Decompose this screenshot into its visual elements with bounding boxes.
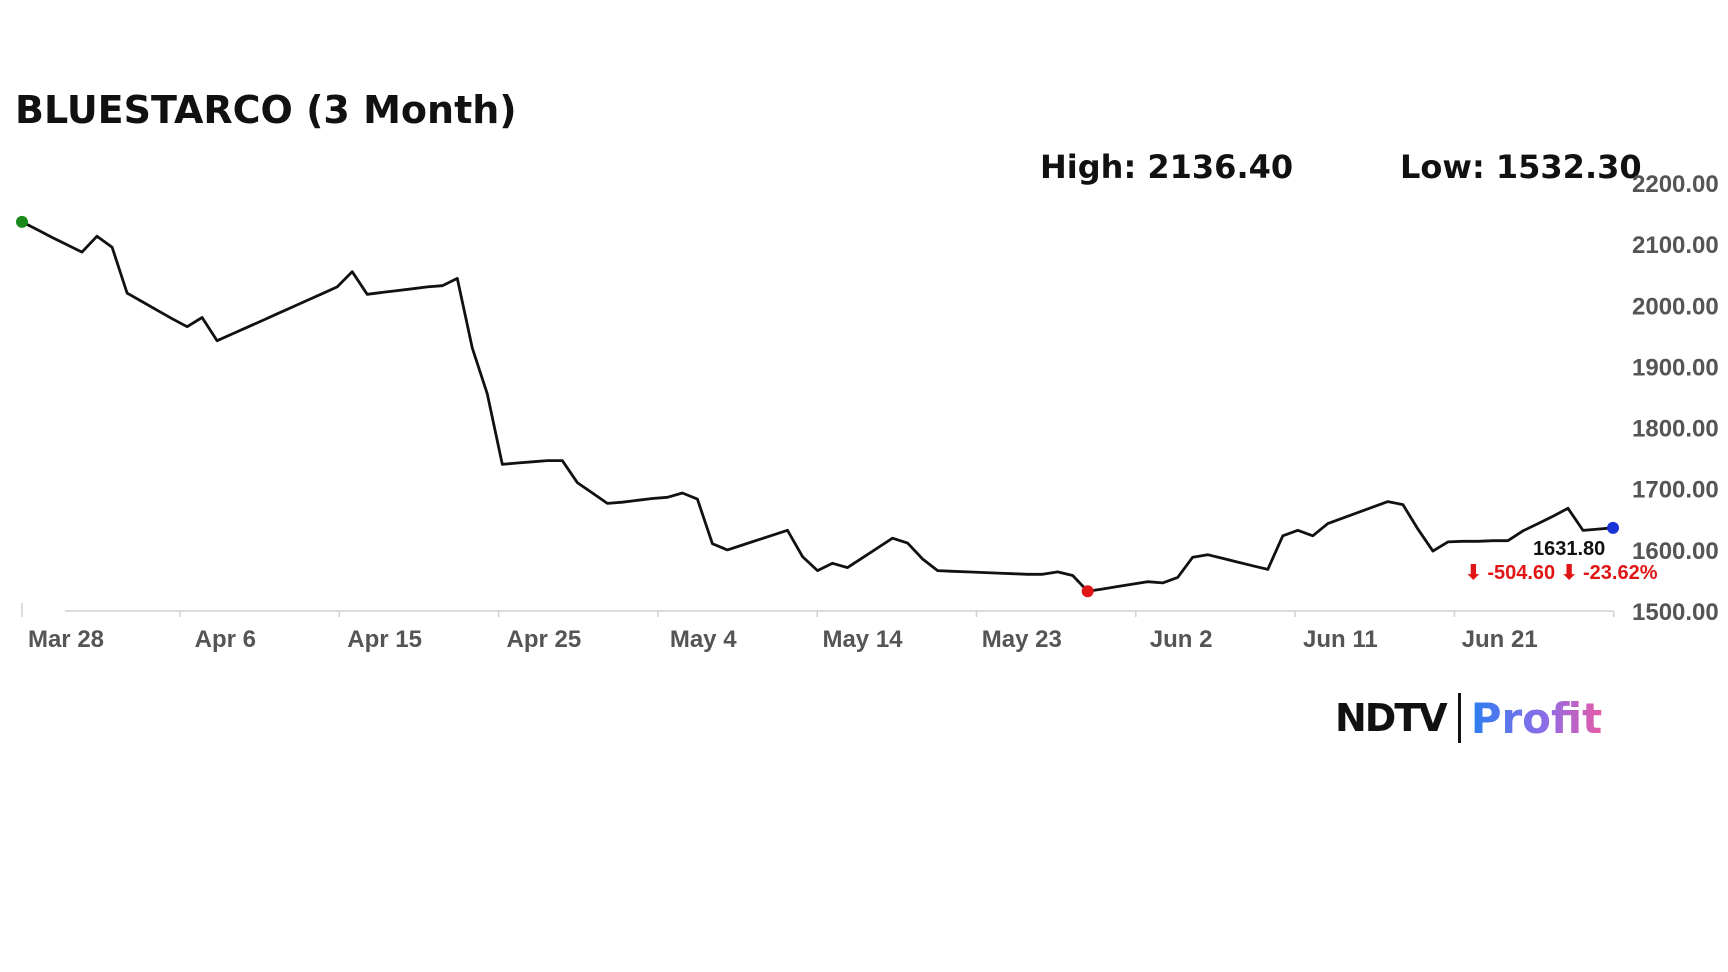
last-point-marker — [1607, 521, 1619, 534]
x-tick-label: Jun 21 — [1462, 626, 1538, 653]
x-tick-label: Jun 2 — [1150, 626, 1213, 653]
price-chart: 2200.00 2100.00 2000.00 1900.00 1800.00 1700.… — [16, 171, 1719, 653]
logo-product: Profit — [1470, 693, 1603, 743]
x-tick-label: Apr 15 — [347, 626, 422, 653]
start-point-marker — [16, 215, 28, 228]
y-tick-label: 1800.00 — [1632, 416, 1719, 443]
y-tick-label: 1700.00 — [1632, 477, 1719, 504]
y-tick-label: 2000.00 — [1632, 293, 1719, 320]
price-line — [21, 220, 1614, 593]
x-tick-label: May 14 — [822, 626, 903, 653]
x-tick-label: Apr 6 — [195, 626, 256, 653]
low-point-marker — [1081, 585, 1094, 598]
y-tick-label: 1900.00 — [1632, 354, 1719, 381]
y-axis-ticks: 2200.00 2100.00 2000.00 1900.00 1800.00 1700.… — [1632, 171, 1719, 626]
x-tick-label: May 4 — [670, 626, 737, 653]
y-tick-label: 1600.00 — [1632, 538, 1719, 565]
price-line-layer — [21, 220, 1614, 593]
chart-title: BLUESTARCO (3 Month) — [15, 88, 517, 132]
x-tick-label: May 23 — [982, 626, 1062, 653]
x-tick-label: Apr 25 — [507, 626, 582, 653]
x-tick-label: Mar 28 — [28, 626, 104, 653]
axis-layer — [21, 603, 1615, 617]
marker-layer — [16, 215, 1619, 598]
y-tick-label: 2200.00 — [1632, 171, 1719, 198]
y-tick-label: 1500.00 — [1632, 599, 1719, 626]
low-value: Low: 1532.30 — [1400, 148, 1642, 186]
x-tick-label: Jun 11 — [1303, 626, 1378, 653]
logo-divider — [1457, 693, 1461, 743]
x-axis-ticks: Mar 28 Apr 6 Apr 15 Apr 25 May 4 May 14 May 23… — [28, 626, 1538, 653]
logo-brand: NDTV — [1335, 696, 1448, 740]
last-price-label: 1631.80 — [1533, 538, 1605, 560]
high-value: High: 2136.40 — [1040, 148, 1294, 186]
y-tick-label: 2100.00 — [1632, 232, 1719, 259]
change-label: ⬇ -504.60 ⬇ -23.62% — [1465, 562, 1658, 584]
ndtv-profit-logo: NDTV Profit — [1335, 690, 1602, 746]
